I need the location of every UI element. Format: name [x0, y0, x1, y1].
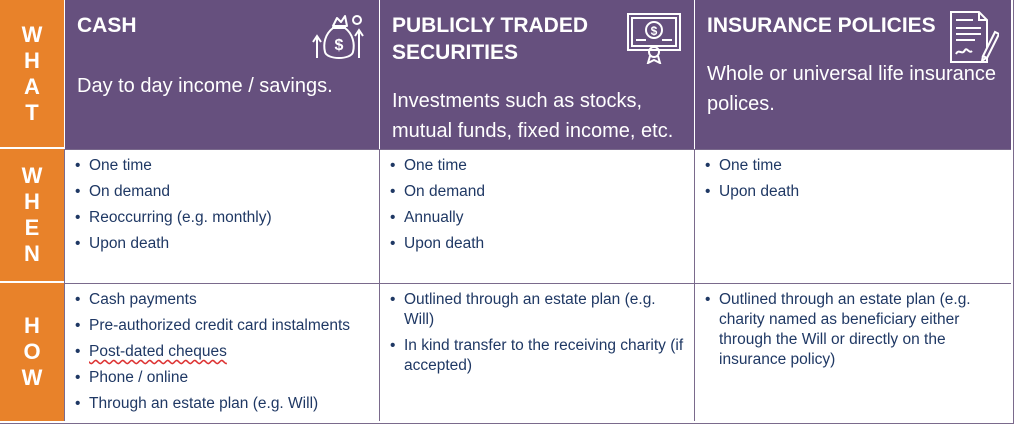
- certificate-icon: $: [627, 13, 681, 64]
- contract-pen-icon: [950, 11, 999, 64]
- row-label-letter: N: [24, 241, 40, 266]
- list-item: Post-dated cheques: [75, 342, 371, 362]
- how-cash: Cash payments Pre-authorized credit card…: [64, 283, 379, 421]
- list-item: In kind transfer to the receiving charit…: [390, 336, 686, 376]
- list-item: One time: [390, 156, 686, 176]
- row-label-what: W H A T: [0, 0, 64, 149]
- list-item: Through an estate plan (e.g. Will): [75, 394, 371, 414]
- row-label-letter: T: [25, 99, 39, 125]
- list-item: One time: [705, 156, 1003, 176]
- list-item-text: Post-dated cheques: [89, 343, 227, 360]
- row-label-letter: H: [24, 47, 40, 73]
- column-description-securities: Investments such as stocks, mutual funds…: [392, 90, 674, 142]
- money-bag-icon: $: [312, 15, 364, 59]
- list-item: Phone / online: [75, 368, 371, 388]
- row-label-letter: W: [21, 365, 43, 390]
- list-item: Upon death: [75, 234, 371, 254]
- svg-text:$: $: [651, 24, 658, 38]
- when-securities: One time On demand Annually Upon death: [379, 149, 694, 283]
- row-label-letter: W: [21, 21, 43, 47]
- list-item: Annually: [390, 208, 686, 228]
- list-item: Outlined through an estate plan (e.g. Wi…: [390, 290, 686, 330]
- row-label-letter: W: [21, 163, 43, 188]
- when-cash: One time On demand Reoccurring (e.g. mon…: [64, 149, 379, 283]
- row-label-letter: H: [24, 313, 40, 338]
- list-item: Outlined through an estate plan (e.g. ch…: [705, 290, 1003, 370]
- when-insurance: One time Upon death: [694, 149, 1011, 283]
- row-label-when: W H E N: [0, 149, 64, 283]
- row-label-letter: O: [23, 339, 41, 364]
- column-title-insurance: INSURANCE POLICIES: [707, 14, 936, 37]
- svg-text:$: $: [335, 37, 344, 54]
- row-label-letter: H: [24, 189, 40, 214]
- header-securities: PUBLICLY TRADED SECURITIES Investments s…: [379, 0, 694, 149]
- list-item: Cash payments: [75, 290, 371, 310]
- how-securities: Outlined through an estate plan (e.g. Wi…: [379, 283, 694, 421]
- list-item: On demand: [390, 182, 686, 202]
- list-item: Pre-authorized credit card instalments: [75, 316, 371, 336]
- header-insurance: INSURANCE POLICIES Whole or universal li…: [694, 0, 1011, 149]
- row-label-letter: A: [24, 73, 40, 99]
- column-description-cash: Day to day income / savings.: [77, 75, 333, 97]
- row-label-letter: E: [24, 215, 40, 240]
- header-cash: CASH Day to day income / savings. $: [64, 0, 379, 149]
- list-item: One time: [75, 156, 371, 176]
- column-title-securities: PUBLICLY TRADED SECURITIES: [392, 14, 589, 64]
- list-item: On demand: [75, 182, 371, 202]
- column-title-cash: CASH: [77, 14, 137, 37]
- row-label-how: H O W: [0, 283, 64, 421]
- list-item: Upon death: [705, 182, 1003, 202]
- column-description-insurance: Whole or universal life insurance police…: [707, 63, 997, 115]
- list-item: Upon death: [390, 234, 686, 254]
- how-insurance: Outlined through an estate plan (e.g. ch…: [694, 283, 1011, 421]
- list-item: Reoccurring (e.g. monthly): [75, 208, 371, 228]
